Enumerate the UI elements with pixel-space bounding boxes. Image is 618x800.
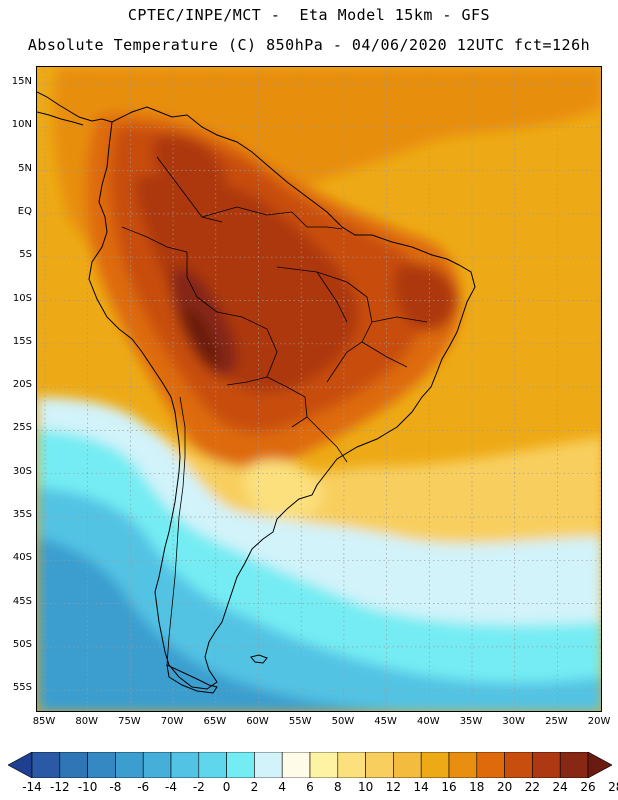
colorbar-label-16: 16 bbox=[441, 780, 457, 794]
colorbar-label-24: 24 bbox=[552, 780, 568, 794]
colorbar-cell-20 bbox=[559, 752, 589, 778]
border-guianas bbox=[291, 211, 343, 230]
colorbar-cell-11 bbox=[309, 752, 339, 778]
colorbar-upper-extend bbox=[587, 752, 612, 778]
lon-label-35w: 35W bbox=[459, 716, 483, 727]
lat-label-35s: 35S bbox=[12, 509, 32, 520]
lon-label-45w: 45W bbox=[374, 716, 397, 727]
field-band-24-26 bbox=[135, 173, 359, 393]
lat-label-40s: 40S bbox=[12, 552, 32, 564]
field-band-24-26-northeast bbox=[394, 263, 457, 332]
colorbar-cell-14 bbox=[393, 752, 422, 778]
lon-label-55w: 55W bbox=[288, 716, 312, 727]
colorbar-label-4: 4 bbox=[278, 780, 286, 794]
colorbar-cell-3 bbox=[87, 752, 116, 778]
border-peru-brazil bbox=[186, 252, 218, 313]
colorbar-cell-4 bbox=[115, 752, 144, 778]
colorbar-cell-1 bbox=[31, 752, 61, 778]
lon-label-85w: 85W bbox=[32, 716, 56, 727]
border-argentina-brazil bbox=[306, 416, 348, 463]
colorbar-label-6: 6 bbox=[306, 780, 314, 794]
colorbar-label-22: 22 bbox=[524, 780, 541, 794]
border-colombia-peru bbox=[121, 226, 188, 253]
south-america-coastline bbox=[88, 106, 476, 690]
border-paraguay bbox=[266, 376, 308, 428]
colorbar-cell-2 bbox=[59, 752, 88, 778]
chart-title-line2: Absolute Temperature (C) 850hPa - 04/06/… bbox=[27, 36, 591, 54]
border-colombia-venezuela bbox=[156, 156, 223, 223]
lat-label-15n: 15N bbox=[11, 76, 32, 87]
colorbar-label-minus4: -4 bbox=[165, 780, 177, 794]
lon-label-30w: 30W bbox=[502, 716, 525, 727]
lon-label-50w: 50W bbox=[331, 716, 355, 727]
colorbar-label-minus6: -6 bbox=[137, 780, 150, 794]
colorbar-label-8: 8 bbox=[333, 780, 342, 794]
colorbar-label-26: 26 bbox=[580, 780, 596, 794]
colorbar-cell-10 bbox=[281, 752, 311, 778]
field-band-minus4-minus2 bbox=[37, 537, 394, 711]
colorbar-label-18: 18 bbox=[469, 780, 485, 794]
colorbar-cell-17 bbox=[476, 752, 505, 778]
colorbar-cell-18 bbox=[504, 752, 533, 778]
lat-label-15s: 15S bbox=[12, 335, 32, 347]
lat-label-30s: 30S bbox=[12, 465, 32, 477]
country-borders bbox=[121, 156, 428, 666]
colorbar-label-10: 10 bbox=[357, 780, 374, 794]
lon-label-65w: 65W bbox=[203, 716, 227, 727]
colorbar-cell-8 bbox=[226, 752, 255, 778]
colorbar-label-2: 2 bbox=[250, 780, 259, 794]
colorbar-cell-12 bbox=[337, 752, 366, 778]
colorbar-cell-6 bbox=[170, 752, 200, 778]
lat-label-55s: 55S bbox=[12, 682, 32, 694]
lon-label-25w: 25W bbox=[545, 716, 568, 727]
temperature-map bbox=[36, 66, 602, 712]
lat-label-50s: 50S bbox=[12, 638, 32, 650]
colorbar-label-0: 0 bbox=[222, 780, 231, 794]
tierra-del-fuego bbox=[166, 664, 218, 694]
lat-label-20s: 20S bbox=[12, 379, 32, 391]
temperature-field bbox=[37, 67, 601, 711]
colorbar-label-28: 28 bbox=[608, 780, 618, 794]
lat-label-25s: 25S bbox=[12, 422, 32, 434]
colorbar-cell-15 bbox=[420, 752, 450, 778]
central-america-coastline bbox=[37, 91, 113, 126]
colorbar-label-12: 12 bbox=[385, 780, 402, 794]
chart-title-line1: CPTEC/INPE/MCT - Eta Model 15km - GFS bbox=[127, 6, 491, 24]
falkland-islands bbox=[250, 654, 268, 664]
lon-label-20w: 20W bbox=[587, 716, 611, 727]
lat-label-eq: EQ bbox=[17, 205, 32, 217]
border-chile-argentina bbox=[166, 396, 186, 666]
colorbar-label-minus14: -14 bbox=[22, 780, 42, 794]
lon-label-40w: 40W bbox=[416, 716, 440, 727]
field-band-gt28 bbox=[183, 307, 221, 366]
lon-label-70w: 70W bbox=[160, 716, 184, 727]
lon-label-80w: 80W bbox=[75, 716, 98, 727]
colorbar-label-20: 20 bbox=[496, 780, 513, 794]
colorbar-cell-16 bbox=[448, 752, 478, 778]
colorbar-cell-5 bbox=[142, 752, 172, 778]
colorbar-label-14: 14 bbox=[413, 780, 429, 794]
field-band-10-12-uruguay bbox=[244, 459, 323, 520]
border-bolivia bbox=[216, 311, 278, 386]
lat-label-10s: 10S bbox=[12, 292, 32, 304]
coastline bbox=[37, 91, 476, 694]
colorbar-label-minus8: -8 bbox=[109, 780, 122, 794]
lon-label-60w: 60W bbox=[246, 716, 269, 727]
temperature-colorbar bbox=[8, 752, 612, 778]
border-venezuela-brazil bbox=[201, 206, 293, 218]
lat-label-10n: 10N bbox=[11, 119, 32, 131]
lat-label-45s: 45S bbox=[12, 595, 32, 607]
lon-label-75w: 75W bbox=[118, 716, 141, 727]
lat-label-5s: 5S bbox=[19, 249, 32, 261]
colorbar-label-minus2: -2 bbox=[192, 780, 205, 794]
colorbar-cell-13 bbox=[365, 752, 394, 778]
colorbar-cell-9 bbox=[254, 752, 283, 778]
colorbar-label-minus10: -10 bbox=[77, 780, 98, 794]
colorbar-cell-19 bbox=[532, 752, 561, 778]
colorbar-lower-extend bbox=[8, 752, 33, 778]
border-brazil-states bbox=[276, 266, 428, 383]
colorbar-label-minus12: -12 bbox=[49, 780, 70, 794]
colorbar-cell-7 bbox=[198, 752, 227, 778]
lat-label-5n: 5N bbox=[18, 162, 32, 174]
